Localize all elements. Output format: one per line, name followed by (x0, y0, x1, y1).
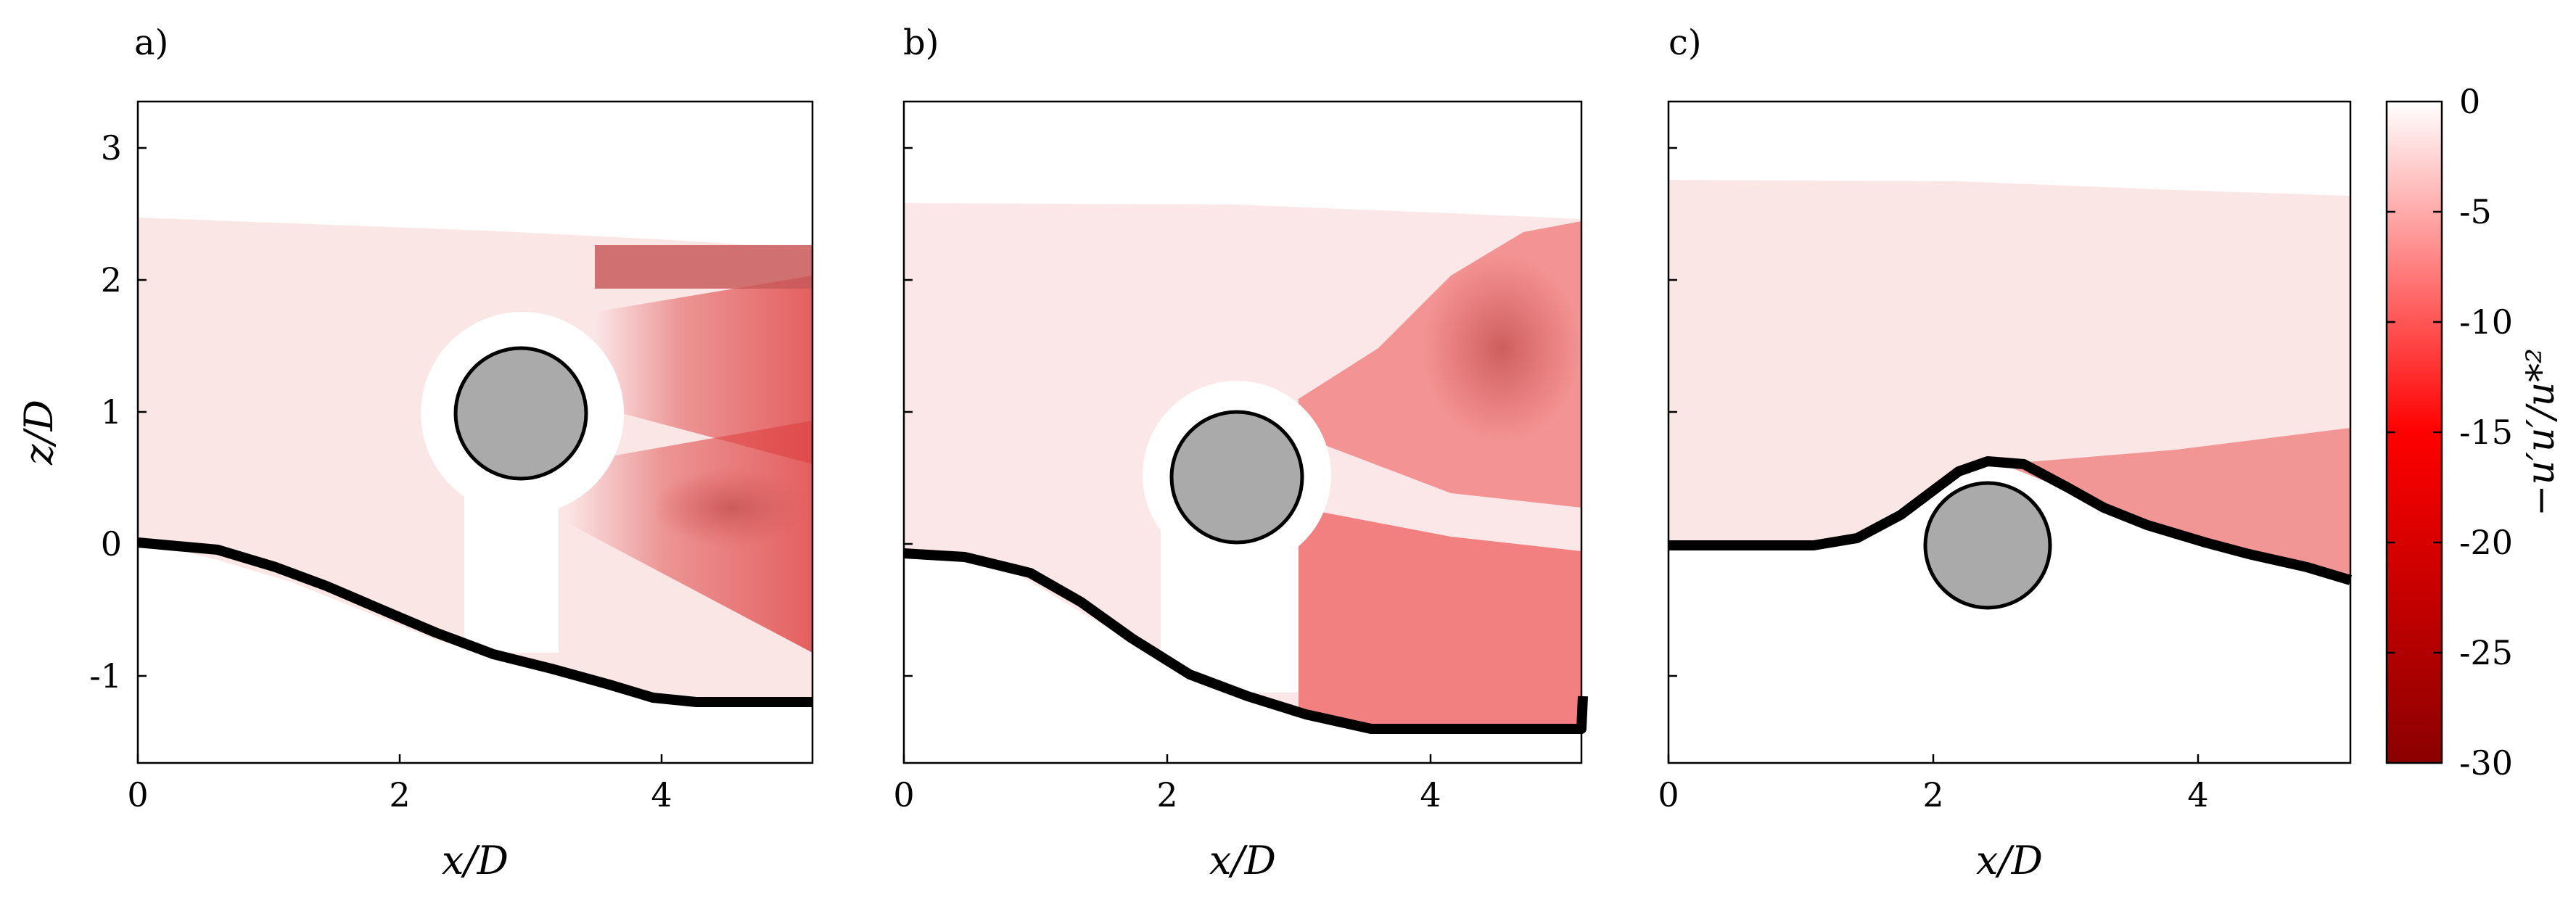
panel-a-label: a) (134, 22, 168, 63)
panel-a: a) 3 2 1 0 -1 0 2 4 x/D z/D (16, 22, 814, 883)
panel-b-dark-blob (1422, 254, 1581, 442)
panel-a-ylabel: z/D (16, 400, 62, 466)
colorbar-tick-m30: -30 (2459, 743, 2513, 783)
panel-b-label: b) (903, 22, 939, 63)
panel-b-xtick-0: 0 (893, 775, 914, 814)
panel-a-wake-upper (595, 276, 812, 464)
panel-a-ytick-1: 1 (101, 392, 122, 432)
panel-a-dark-blob (653, 468, 812, 548)
panel-c-ticks (1667, 146, 2200, 763)
colorbar-tick-m15: -15 (2459, 413, 2513, 452)
panel-a-field (137, 218, 812, 707)
panel-a-cylinder (453, 346, 588, 481)
panel-c-field (1668, 180, 2353, 610)
colorbar-tick-m20: -20 (2459, 523, 2513, 562)
colorbar-tick-m10: -10 (2459, 302, 2513, 342)
panel-a-xlabel: x/D (442, 838, 509, 883)
colorbar-ticks (2387, 210, 2442, 654)
panel-a-ytick-2: 2 (101, 260, 122, 300)
panel-b-ticks (902, 146, 1432, 763)
panel-c-label: c) (1668, 22, 1702, 63)
panel-b-field (903, 203, 1588, 734)
panel-a-ytick-m1: -1 (89, 656, 122, 696)
panel-a-ytick-3: 3 (101, 128, 122, 168)
panel-c-cylinder (1923, 481, 2052, 610)
panel-a-ytick-0: 0 (101, 524, 122, 564)
panel-c-xlabel: x/D (1976, 838, 2043, 883)
panel-b-xlabel: x/D (1209, 838, 1276, 883)
panel-b-xtick-2: 2 (1156, 775, 1177, 814)
panel-b-axes-frame (902, 100, 1583, 764)
panel-a-bed (137, 537, 812, 707)
panel-c-wake (2002, 428, 2350, 580)
colorbar-label: −u′u′/u*² (2519, 348, 2563, 516)
panel-a-xtick-2: 2 (389, 775, 410, 814)
panel-a-ticks (136, 146, 663, 763)
panel-b: b) 0 2 4 x/D (893, 22, 1588, 883)
panel-b-wake-lower (1299, 508, 1581, 725)
colorbar: 0 -5 -10 -15 -20 -25 -30 −u′u′/u*² (2385, 82, 2563, 783)
panel-c-bed (1668, 456, 2353, 585)
panel-a-dark-top (595, 245, 812, 289)
colorbar-tick-0: 0 (2459, 82, 2480, 121)
panel-c-xtick-4: 4 (2187, 775, 2208, 814)
panel-b-cylinder (1169, 410, 1304, 545)
panel-b-xtick-4: 4 (1420, 775, 1441, 814)
panel-c-axes-frame (1667, 100, 2352, 764)
panel-b-bed (903, 548, 1588, 734)
panel-a-xtick-4: 4 (651, 775, 672, 814)
colorbar-tick-m25: -25 (2459, 633, 2513, 672)
colorbar-tick-m5: -5 (2459, 192, 2492, 231)
panel-a-axes-frame (136, 100, 814, 764)
panel-c-xtick-2: 2 (1922, 775, 1943, 814)
panel-a-xtick-0: 0 (127, 775, 148, 814)
panel-c: c) 0 2 4 x/D (1658, 22, 2353, 883)
panel-c-xtick-0: 0 (1658, 775, 1679, 814)
